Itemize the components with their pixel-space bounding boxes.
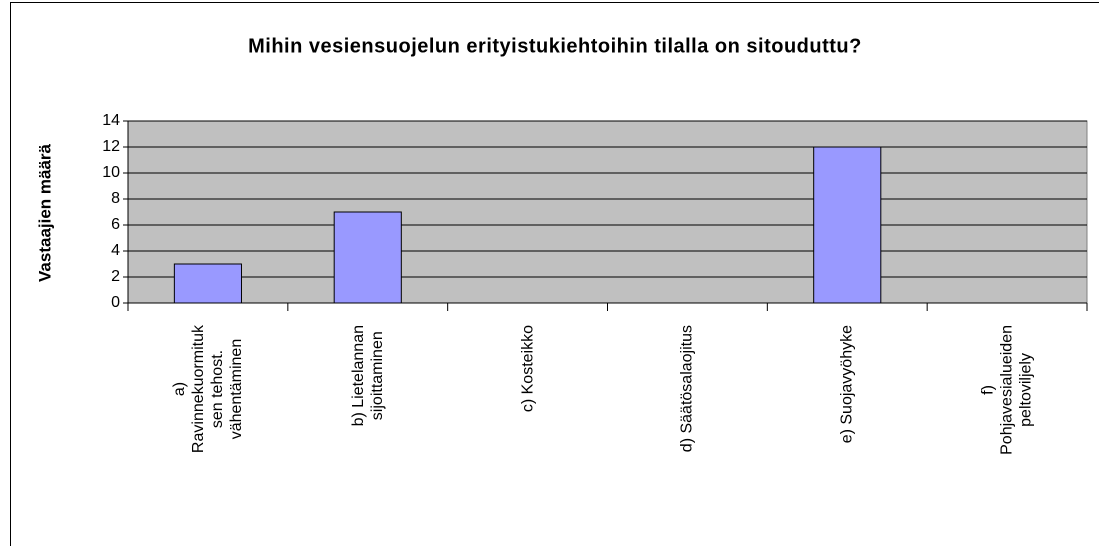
x-tick-label: e) Suojavyöhyke (838, 325, 856, 444)
y-tick-label: 6 (111, 216, 120, 233)
bar (173, 263, 242, 304)
plot-area (127, 120, 1088, 304)
bar (333, 211, 402, 304)
chart-title: Mihin vesiensuojelun erityistukiehtoihin… (248, 35, 862, 57)
y-tick-label: 2 (111, 268, 120, 285)
x-tick-label: d) Säätösalaojitus (678, 325, 696, 453)
x-tick-label: a) Ravinnekuormituk sen tehost. vähentäm… (170, 325, 245, 454)
x-tick-label: f) Pohjavesialueiden peltoviljely (979, 325, 1035, 455)
y-tick-label: 8 (111, 190, 120, 207)
y-tick-label: 12 (102, 138, 120, 155)
y-tick-label: 4 (111, 242, 120, 259)
bar (813, 146, 882, 304)
y-tick-label: 10 (102, 164, 120, 181)
x-tick-label: c) Kosteikko (519, 325, 537, 413)
y-axis-label: Vastaajien määrä (35, 143, 54, 282)
y-tick-label: 0 (111, 294, 120, 311)
x-tick-label: b) Lietelannan sijoittaminen (349, 325, 386, 427)
y-tick-label: 14 (102, 112, 120, 129)
